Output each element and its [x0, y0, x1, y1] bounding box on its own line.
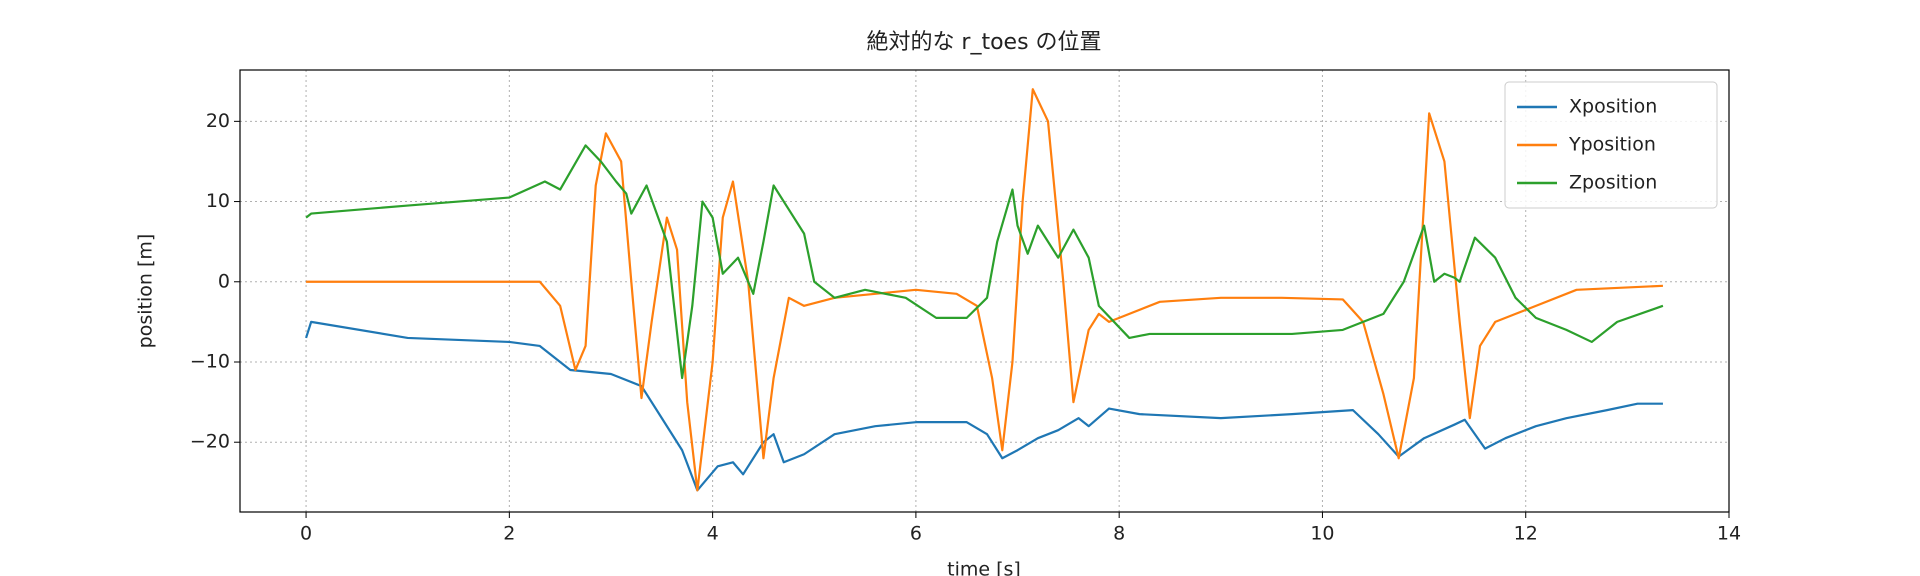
legend-label: Zposition — [1569, 172, 1657, 194]
legend-label: Yposition — [1568, 134, 1656, 156]
line-series — [305, 320, 1663, 492]
x-axis-label: time [s] — [947, 559, 1021, 576]
x-tick-label: 0 — [300, 523, 312, 545]
line-series — [305, 144, 1664, 380]
y-tick-label: 20 — [206, 110, 230, 132]
x-tick-label: 10 — [1310, 523, 1334, 545]
y-axis-label: position [m] — [135, 234, 157, 349]
plot-frame — [239, 69, 1730, 513]
line-series — [306, 88, 1663, 492]
x-tick-label: 2 — [503, 523, 515, 545]
x-tick-label: 14 — [1717, 523, 1741, 545]
x-tick-label: 12 — [1514, 523, 1538, 545]
x-tick-label: 8 — [1113, 523, 1125, 545]
x-tick-label: 4 — [707, 523, 719, 545]
x-tick-label: 6 — [910, 523, 922, 545]
chart-title: 絶対的な r_toes の位置 — [866, 30, 1101, 55]
legend-box — [1504, 81, 1718, 209]
y-tick-label: 10 — [206, 190, 230, 212]
y-tick-label: −20 — [190, 431, 230, 453]
y-tick-label: −10 — [190, 350, 230, 372]
legend-label: Xposition — [1569, 96, 1657, 118]
y-tick-label: 0 — [218, 270, 230, 292]
